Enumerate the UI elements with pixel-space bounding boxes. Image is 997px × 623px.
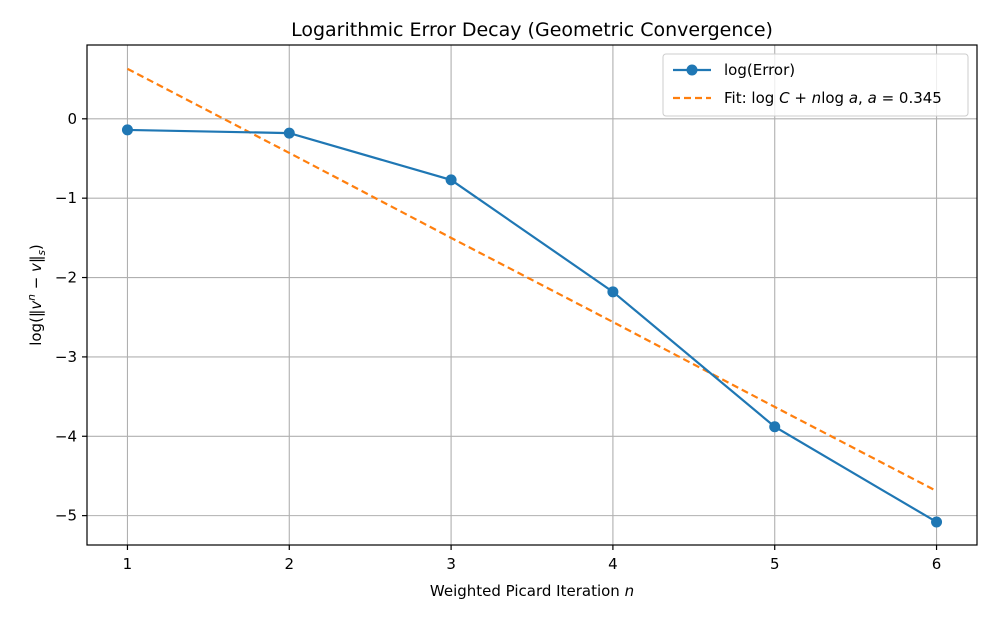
legend-label-error: log(Error): [724, 61, 795, 79]
error-point: [931, 516, 943, 528]
fit-label-C: C: [779, 89, 790, 107]
series-layer: [121, 67, 943, 528]
plot-frame: [86, 44, 978, 546]
y-label-variable: v: [27, 262, 45, 272]
error-point: [283, 127, 295, 139]
error-point: [769, 421, 781, 433]
error-line: [127, 128, 938, 523]
fit-label-a2: a: [868, 89, 877, 107]
fit-line: [126, 67, 938, 493]
y-tick-label: −4: [55, 427, 77, 445]
fit-label-log1: log: [751, 89, 774, 107]
y-label-minus: −: [27, 272, 45, 294]
x-axis-label-text: Weighted Picard Iteration: [430, 582, 625, 600]
y-label-superscript: n: [26, 294, 38, 301]
y-label-norm-close: ‖: [27, 256, 45, 264]
chart-title: Logarithmic Error Decay (Geometric Conve…: [291, 19, 773, 41]
y-label-suffix: ): [27, 244, 45, 250]
x-axis-label-variable: n: [625, 582, 635, 600]
x-tick-label: 6: [932, 555, 942, 573]
y-tick-label: −2: [55, 269, 77, 287]
axis-ticks: 1 2 3 4 5 6 0 −1 −2 −3 −4 −5: [55, 110, 941, 573]
fit-label-n: n: [812, 89, 822, 107]
y-tick-label: −1: [55, 189, 77, 207]
error-point: [121, 124, 133, 136]
error-point: [445, 174, 457, 186]
fit-label-comma: ,: [858, 89, 868, 107]
legend-box: [662, 53, 969, 117]
y-axis-label: log(‖vn − v‖s): [26, 244, 48, 346]
x-tick-label: 2: [284, 555, 294, 573]
fit-label-value: = 0.345: [877, 89, 942, 107]
error-point: [607, 286, 619, 298]
y-label-prefix: log(‖: [27, 310, 45, 346]
x-tick-label: 3: [446, 555, 456, 573]
fit-label-plus: +: [790, 89, 812, 107]
grid: [87, 45, 977, 545]
x-tick-label: 4: [608, 555, 618, 573]
x-tick-label: 1: [123, 555, 133, 573]
y-tick-label: −3: [55, 348, 77, 366]
fit-label-log2: log: [821, 89, 844, 107]
fit-label-prefix: Fit:: [724, 89, 751, 107]
x-axis-label: Weighted Picard Iteration n: [430, 582, 634, 600]
y-label-subscript: s: [36, 250, 48, 256]
y-label-base: v: [27, 300, 45, 310]
legend: log(Error) Fit: log C + nlog a, a = 0.34…: [662, 53, 969, 117]
legend-label-fit: Fit: log C + nlog a, a = 0.345: [724, 89, 942, 107]
fit-label-a1: a: [849, 89, 858, 107]
y-tick-label: −5: [55, 507, 77, 525]
legend-marker-error: [686, 64, 698, 76]
y-tick-label: 0: [67, 110, 77, 128]
x-tick-label: 5: [770, 555, 780, 573]
